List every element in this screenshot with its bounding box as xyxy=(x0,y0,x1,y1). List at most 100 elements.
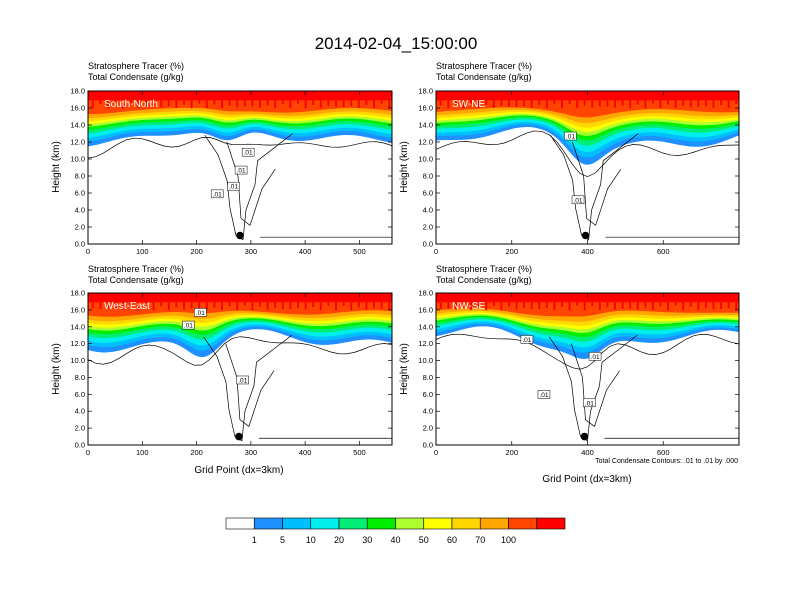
colorbar-swatch xyxy=(479,517,509,530)
tracer-spike xyxy=(447,302,450,309)
tracer-spike xyxy=(560,100,563,109)
tracer-spike xyxy=(667,302,670,311)
tracer-spike xyxy=(190,302,193,309)
tracer-spike xyxy=(228,302,231,307)
tracer-spike xyxy=(342,302,345,307)
colorbar-swatch xyxy=(395,517,425,530)
tracer-spike xyxy=(312,302,315,308)
contour-label-box xyxy=(564,131,577,141)
y-tick-label: 16.0 xyxy=(418,104,433,113)
tracer-spike xyxy=(454,302,457,310)
tracer-spike xyxy=(373,100,375,109)
tracer-spike xyxy=(545,100,548,109)
tracer-spike xyxy=(152,302,155,311)
x-tick-label: 200 xyxy=(505,448,518,457)
tracer-spike xyxy=(297,302,299,309)
plot-area: .01 .01 .01 .01 South-North 0.0 2.0 4.0 6.0 8.0 10… xyxy=(70,87,393,256)
colorbar-label: 70 xyxy=(475,535,485,545)
contour-label: .01 xyxy=(238,377,247,384)
tracer-spike xyxy=(644,302,647,308)
contour-label-box xyxy=(234,165,248,175)
tracer-spike xyxy=(606,100,609,107)
tracer-spike xyxy=(145,100,147,107)
y-tick-label: 16.0 xyxy=(70,305,85,314)
contour-label: .01 xyxy=(522,337,531,344)
tracer-spike xyxy=(500,100,503,107)
tracer-spike xyxy=(251,100,254,107)
tracer-spike xyxy=(183,100,185,105)
tracer-spike xyxy=(107,302,109,310)
contour-note: Total Condensate Contours: .01 to .01 by… xyxy=(595,458,738,465)
tracer-spike xyxy=(697,302,700,310)
tracer-spike xyxy=(439,100,442,106)
x-tick-label: 0 xyxy=(86,247,90,256)
tracer-spike xyxy=(213,302,216,308)
tracer-spike xyxy=(137,302,140,311)
y-tick-label: 6.0 xyxy=(75,189,85,198)
condensate-contours xyxy=(87,334,393,442)
plot-area: .01.01.01West-East0.02.04.06.08.010.012.… xyxy=(70,289,393,457)
tracer-spike xyxy=(342,100,345,108)
colorbar-swatch xyxy=(253,517,283,530)
tracer-spike xyxy=(530,100,533,108)
y-tick-label: 2.0 xyxy=(75,424,85,433)
tracer-spike xyxy=(485,100,488,105)
y-tick-label: 14.0 xyxy=(70,121,85,130)
x-axis-label: Grid Point (dx=3km) xyxy=(194,465,283,476)
tracer-spike xyxy=(129,302,132,307)
y-tick-label: 16.0 xyxy=(70,104,85,113)
tracer-spike xyxy=(659,302,662,307)
y-tick-label: 12.0 xyxy=(418,339,433,348)
tracer-spike xyxy=(553,100,556,104)
tracer-spike xyxy=(350,100,353,107)
tracer-spike xyxy=(515,100,518,108)
x-tick-label: 200 xyxy=(190,247,203,256)
tracer-spike xyxy=(500,302,503,311)
y-axis-label: Height (km) xyxy=(51,141,62,193)
upper-contour xyxy=(435,130,740,178)
tracer-spike xyxy=(304,302,307,310)
y-tick-label: 2.0 xyxy=(75,223,85,232)
y-tick-label: 0.0 xyxy=(75,441,85,450)
upper-contour xyxy=(87,336,393,366)
tracer-spike xyxy=(667,100,670,105)
tracer-spike xyxy=(704,100,707,107)
tracer-spike xyxy=(114,100,117,104)
tracer-spike xyxy=(99,302,102,310)
contour-label-box xyxy=(520,335,534,344)
tracer-spike xyxy=(281,100,284,105)
tracer-spike xyxy=(583,302,586,311)
plot-area: .01 .01 .01 .01 NW-SE 0.0 2.0 4.0 6.0 8.0 10.0 12.0… xyxy=(418,289,740,457)
tracer-spike xyxy=(327,100,330,107)
plume-contour xyxy=(203,334,292,442)
y-axis-label: Height (km) xyxy=(51,343,62,395)
tracer-spike xyxy=(462,100,465,109)
tracer-spike xyxy=(205,100,208,109)
plume-contour xyxy=(548,334,638,442)
location-marker xyxy=(581,231,590,240)
panel-label: SW-NE xyxy=(452,99,485,110)
tracer-spike xyxy=(712,100,715,108)
tracer-spike xyxy=(682,302,685,311)
contour-label: .01 xyxy=(566,134,575,141)
y-tick-label: 12.0 xyxy=(70,339,85,348)
x-tick-label: 0 xyxy=(434,247,438,256)
colorbar: 1 5 10 20 30 40 50 60 70 100 xyxy=(225,517,566,545)
x-tick-label: 200 xyxy=(190,448,203,457)
y-tick-label: 10.0 xyxy=(418,356,433,365)
main-title: 2014-02-04_15:00:00 xyxy=(315,34,478,53)
x-tick-label: 200 xyxy=(505,247,518,256)
y-tick-label: 6.0 xyxy=(75,390,85,399)
tracer-spike xyxy=(289,100,292,109)
tracer-spike xyxy=(129,100,132,106)
tracer-spike xyxy=(674,100,677,108)
colorbar-swatch xyxy=(225,517,255,530)
tracer-spike xyxy=(91,302,94,309)
condensate-contours xyxy=(435,333,740,442)
x-axis-label: Grid Point (dx=3km) xyxy=(542,474,631,485)
contour-label: .01 xyxy=(213,191,222,198)
contour-label: .01 xyxy=(229,184,238,191)
tracer-max-strip xyxy=(436,91,739,101)
tracer-spike xyxy=(152,100,155,107)
contour-label: .01 xyxy=(237,168,246,175)
